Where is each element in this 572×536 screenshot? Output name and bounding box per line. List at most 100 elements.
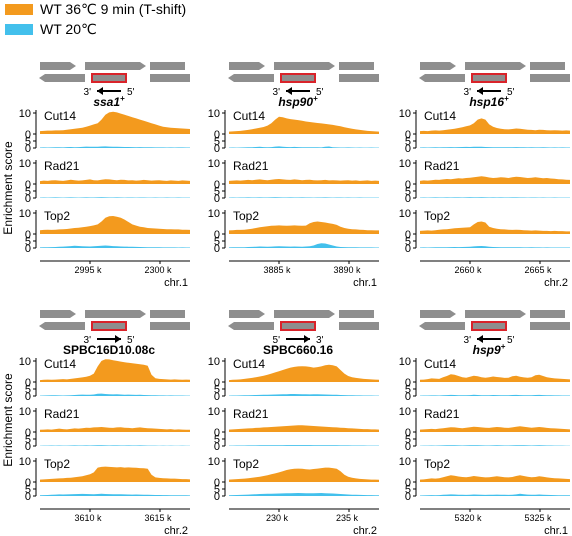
- gene-model: [150, 74, 190, 82]
- y-tick-label: 0: [25, 143, 31, 155]
- track-label: Rad21: [424, 407, 460, 421]
- highlighted-gene-box: [471, 321, 507, 331]
- series-area-20c: [420, 197, 570, 198]
- series-area-20c: [40, 197, 190, 198]
- y-tick-label: 0: [25, 179, 31, 191]
- y-tick-label: 0: [214, 477, 220, 489]
- series-area-heat-shift: [229, 364, 379, 382]
- y-tick-label: 10: [19, 406, 31, 418]
- y-tick-label: 0: [25, 129, 31, 141]
- track-label: Top2: [233, 209, 259, 223]
- strand-label-left: 3': [273, 87, 281, 98]
- legend-label-blue: WT 20℃: [40, 21, 97, 37]
- chart-panel-hsp9: 3' 5'hsp9+10050Cut1410050Rad2110050Top253…: [399, 310, 570, 536]
- gene-model: [339, 62, 374, 70]
- y-tick-label: 0: [25, 391, 31, 403]
- chart-panel-hsp16: 3' 5'hsp16+10050Cut1410050Rad2110050Top22…: [399, 62, 570, 289]
- y-tick-label: 0: [405, 491, 411, 503]
- series-area-heat-shift: [229, 179, 379, 184]
- y-tick-label: 0: [214, 391, 220, 403]
- gene-model: [420, 62, 450, 70]
- y-tick-label: 10: [19, 108, 31, 120]
- gene-name: hsp90+: [278, 94, 318, 109]
- series-area-heat-shift: [40, 216, 190, 234]
- y-tick-label: 10: [208, 356, 220, 368]
- y-tick-label: 0: [214, 427, 220, 439]
- gene-model-arrow: [520, 62, 526, 70]
- series-area-heat-shift: [229, 221, 379, 234]
- track-label: Cut14: [44, 357, 76, 371]
- y-tick-label: 0: [25, 229, 31, 241]
- series-area-heat-shift: [40, 179, 190, 184]
- gene-model: [150, 310, 185, 318]
- y-tick-label: 0: [214, 143, 220, 155]
- gene-model: [339, 322, 379, 330]
- x-tick-label: 2660 k: [454, 265, 482, 275]
- series-area-heat-shift: [229, 116, 379, 134]
- track-label: Cut14: [44, 109, 76, 123]
- series-area-20c: [40, 146, 190, 148]
- series-area-20c: [40, 493, 190, 496]
- y-tick-label: 5: [25, 384, 31, 396]
- gene-model: [40, 62, 70, 70]
- chromosome-label: chr.2: [544, 277, 568, 289]
- y-tick-label: 0: [25, 377, 31, 389]
- gene-name: ssa1+: [93, 94, 125, 109]
- track-label: Rad21: [44, 407, 80, 421]
- y-tick-label: 5: [405, 236, 411, 248]
- y-tick-label: 0: [25, 441, 31, 453]
- gene-model: [420, 310, 450, 318]
- gene-name-superscript: +: [313, 94, 318, 103]
- strand-arrow-head: [286, 87, 292, 95]
- y-tick-label: 5: [25, 136, 31, 148]
- y-tick-label: 5: [214, 236, 220, 248]
- gene-model: [530, 310, 565, 318]
- strand-arrow-head: [304, 335, 310, 343]
- y-tick-label: 0: [214, 491, 220, 503]
- gene-model: [150, 322, 190, 330]
- track-label: Top2: [44, 209, 70, 223]
- track-label: Cut14: [424, 357, 456, 371]
- chromosome-label: chr.2: [164, 525, 188, 536]
- series-area-heat-shift: [40, 111, 190, 134]
- series-area-heat-shift: [420, 374, 570, 382]
- y-tick-label: 0: [405, 427, 411, 439]
- gene-model: [150, 62, 185, 70]
- gene-model: [530, 62, 565, 70]
- series-area-heat-shift: [40, 427, 190, 432]
- series-area-20c: [420, 146, 570, 148]
- gene-model: [85, 62, 140, 70]
- y-tick-label: 10: [19, 356, 31, 368]
- track-label: Top2: [424, 457, 450, 471]
- y-tick-label: 5: [25, 434, 31, 446]
- strand-label-right: 3': [316, 335, 324, 346]
- y-tick-label: 10: [208, 108, 220, 120]
- y-tick-label: 10: [19, 208, 31, 220]
- series-area-heat-shift: [420, 426, 570, 432]
- track-label: Cut14: [233, 109, 265, 123]
- x-tick-label: 5325 k: [524, 513, 552, 523]
- y-tick-label: 10: [208, 158, 220, 170]
- y-tick-label: 0: [25, 427, 31, 439]
- highlighted-gene-box: [471, 73, 507, 83]
- chromosome-label: chr.1: [164, 277, 188, 289]
- strand-arrow-head: [97, 87, 103, 95]
- y-tick-label: 10: [208, 208, 220, 220]
- x-tick-label: 2995 k: [74, 265, 102, 275]
- gene-model: [465, 310, 520, 318]
- chart-panel-spbc660-16: 5' 3'SPBC660.1610050Cut1410050Rad2110050T…: [208, 310, 379, 536]
- gene-model: [339, 74, 379, 82]
- strand-arrow-head: [477, 87, 483, 95]
- series-area-20c: [229, 445, 379, 446]
- track-label: Rad21: [233, 159, 269, 173]
- x-tick-label: 230 k: [266, 513, 289, 523]
- y-tick-label: 0: [405, 143, 411, 155]
- y-axis-label-top: Enrichment score: [1, 141, 15, 235]
- track-label: Cut14: [424, 109, 456, 123]
- y-tick-label: 5: [214, 434, 220, 446]
- series-area-20c: [420, 246, 570, 248]
- strand-label-right: 5': [127, 87, 135, 98]
- chromosome-label: chr.1: [353, 277, 377, 289]
- strand-label-right: 5': [127, 335, 135, 346]
